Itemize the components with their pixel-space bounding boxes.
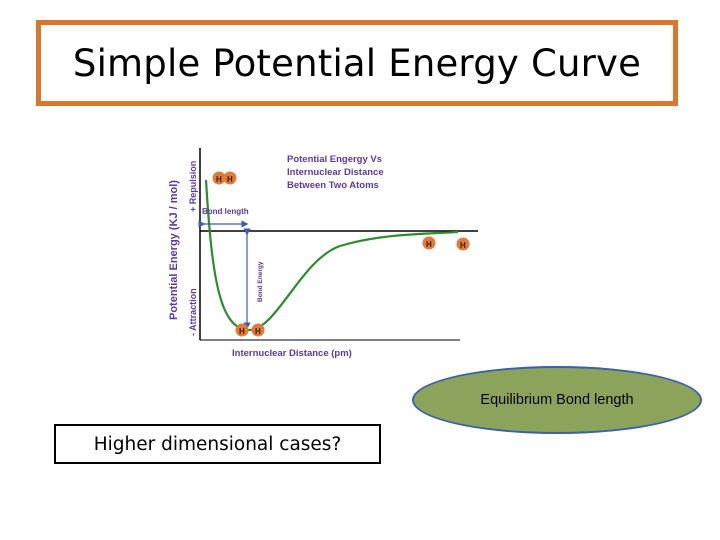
heading-line-3: Between Two Atoms	[287, 180, 379, 191]
atom-h	[223, 171, 237, 185]
y-positive-label: + Repulsion	[188, 161, 198, 212]
atom-label: H	[227, 175, 233, 184]
atom-h	[235, 323, 249, 337]
title-box: Simple Potential Energy Curve	[36, 20, 678, 106]
heading-line-2: Internuclear Distance	[287, 167, 384, 178]
potential-energy-figure: Potential Energy (KJ / mol) + Repulsion …	[160, 140, 480, 362]
bond-energy-label: Bond Energy	[257, 261, 264, 302]
potential-energy-diagram: Potential Energy (KJ / mol) + Repulsion …	[168, 148, 478, 359]
bond-length-label: Bond length	[202, 207, 249, 216]
atom-label: H	[460, 241, 466, 250]
atom-pair-compressed: H H	[212, 171, 237, 185]
atom-h	[456, 237, 470, 251]
atom-label: H	[216, 175, 222, 184]
atom-h	[251, 323, 265, 337]
atom-pair-equilibrium: H H	[235, 323, 265, 337]
y-axis-label: Potential Energy (KJ / mol)	[168, 180, 180, 320]
atom-label: H	[239, 327, 245, 336]
atom-h	[422, 236, 436, 250]
callout-label: Equilibrium Bond length	[480, 392, 634, 408]
question-label: Higher dimensional cases?	[93, 433, 342, 455]
x-axis-label: Internuclear Distance (pm)	[232, 348, 352, 359]
atom-pair-separated: H H	[422, 236, 470, 251]
equilibrium-bond-length-callout: Equilibrium Bond length	[412, 366, 702, 434]
question-box: Higher dimensional cases?	[54, 424, 381, 464]
slide-title: Simple Potential Energy Curve	[72, 41, 642, 85]
y-negative-label: - Attraction	[188, 288, 198, 336]
heading-line-1: Potential Engergy Vs	[287, 154, 382, 165]
atom-h	[212, 171, 226, 185]
atom-label: H	[426, 240, 432, 249]
potential-curve	[204, 179, 459, 332]
atom-label: H	[255, 327, 261, 336]
